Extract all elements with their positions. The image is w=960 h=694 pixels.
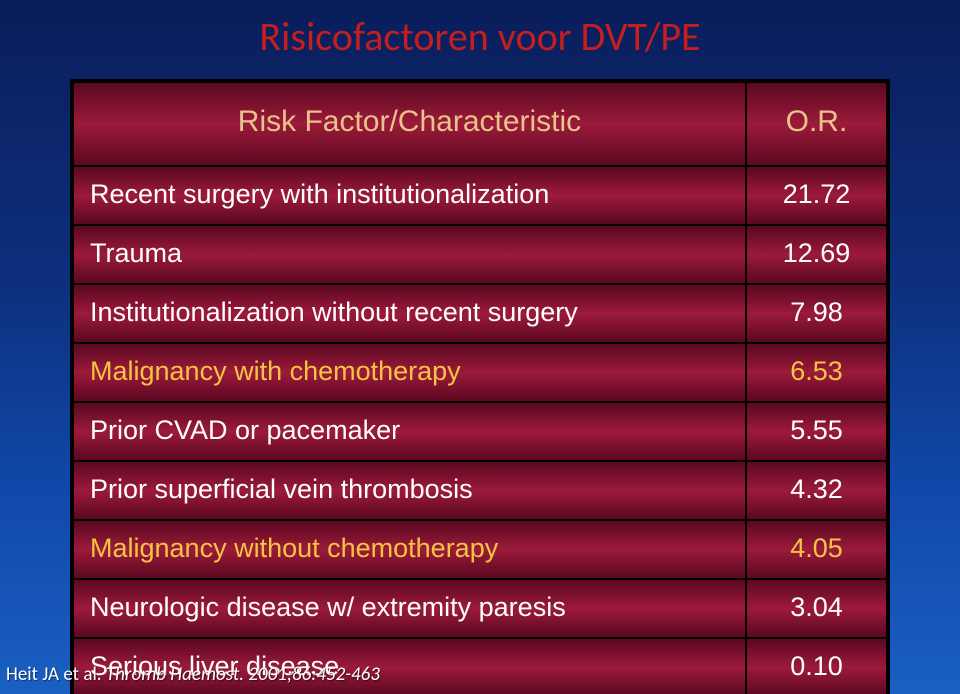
cell-label: Prior CVAD or pacemaker (73, 402, 746, 461)
table-row: Institutionalization without recent surg… (73, 284, 887, 343)
cell-label: Neurologic disease w/ extremity paresis (73, 579, 746, 638)
table-row: Malignancy with chemotherapy6.53 (73, 343, 887, 402)
row-value: 3.04 (747, 580, 886, 637)
citation: Heit JA et al. Thromb Haemost. 2001;86:4… (6, 663, 380, 686)
table-row: Trauma12.69 (73, 225, 887, 284)
row-value: 5.55 (747, 403, 886, 460)
row-label: Prior CVAD or pacemaker (74, 403, 745, 460)
row-value: 4.32 (747, 462, 886, 519)
header-cell-factor: Risk Factor/Characteristic (73, 82, 746, 166)
table-row: Prior CVAD or pacemaker5.55 (73, 402, 887, 461)
row-value: 0.10 (747, 639, 886, 694)
row-label: Prior superficial vein thrombosis (74, 462, 745, 519)
citation-journal: Thromb Haemost. (106, 663, 244, 686)
table-row: Neurologic disease w/ extremity paresis3… (73, 579, 887, 638)
header-label-factor: Risk Factor/Characteristic (74, 83, 745, 165)
slide-title: Risicofactoren voor DVT/PE (0, 0, 960, 79)
table-header-row: Risk Factor/Characteristic O.R. (73, 82, 887, 166)
risk-factor-table: Risk Factor/Characteristic O.R. Recent s… (70, 79, 890, 694)
cell-value: 4.32 (746, 461, 887, 520)
cell-value: 4.05 (746, 520, 887, 579)
cell-label: Institutionalization without recent surg… (73, 284, 746, 343)
row-label: Malignancy with chemotherapy (74, 344, 745, 401)
row-label: Recent surgery with institutionalization (74, 167, 745, 224)
citation-author: Heit JA et al. (6, 663, 102, 686)
table-row: Malignancy without chemotherapy4.05 (73, 520, 887, 579)
row-value: 12.69 (747, 226, 886, 283)
header-label-or: O.R. (747, 83, 886, 165)
slide: Risicofactoren voor DVT/PE Risk Factor/C… (0, 0, 960, 694)
row-value: 6.53 (747, 344, 886, 401)
cell-value: 5.55 (746, 402, 887, 461)
cell-value: 3.04 (746, 579, 887, 638)
cell-value: 6.53 (746, 343, 887, 402)
citation-ref: 2001;86:452-463 (248, 663, 380, 686)
cell-value: 7.98 (746, 284, 887, 343)
row-label: Trauma (74, 226, 745, 283)
cell-label: Recent surgery with institutionalization (73, 166, 746, 225)
row-label: Malignancy without chemotherapy (74, 521, 745, 578)
cell-label: Prior superficial vein thrombosis (73, 461, 746, 520)
cell-label: Malignancy with chemotherapy (73, 343, 746, 402)
row-label: Neurologic disease w/ extremity paresis (74, 580, 745, 637)
row-value: 4.05 (747, 521, 886, 578)
header-cell-or: O.R. (746, 82, 887, 166)
cell-value: 12.69 (746, 225, 887, 284)
row-label: Institutionalization without recent surg… (74, 285, 745, 342)
cell-label: Malignancy without chemotherapy (73, 520, 746, 579)
row-value: 7.98 (747, 285, 886, 342)
cell-value: 21.72 (746, 166, 887, 225)
row-value: 21.72 (747, 167, 886, 224)
table-row: Prior superficial vein thrombosis4.32 (73, 461, 887, 520)
cell-label: Trauma (73, 225, 746, 284)
table: Risk Factor/Characteristic O.R. Recent s… (72, 81, 888, 694)
cell-value: 0.10 (746, 638, 887, 694)
table-row: Recent surgery with institutionalization… (73, 166, 887, 225)
